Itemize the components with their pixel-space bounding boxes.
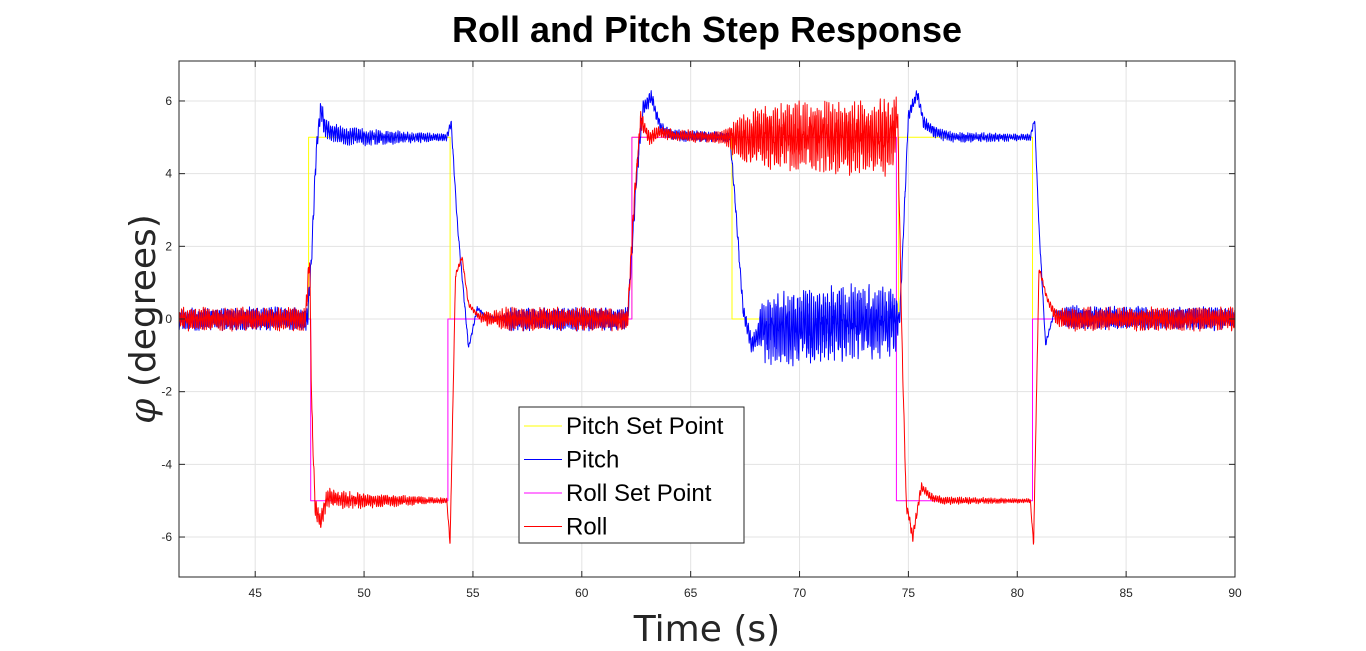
series-roll [178, 96, 1236, 545]
x-tick-label: 75 [902, 586, 916, 600]
y-tick-label: 6 [165, 94, 172, 108]
legend-label: Roll Set Point [566, 480, 712, 507]
x-tick-label: 45 [249, 586, 263, 600]
y-tick-label: -6 [161, 530, 172, 544]
y-tick-label: 2 [165, 239, 172, 253]
x-tick-label: 80 [1011, 586, 1025, 600]
y-axis-symbol: φ [123, 398, 164, 424]
legend: Pitch Set Point Pitch Roll Set Point Roll [518, 406, 745, 544]
y-axis-label: φ (degrees) [123, 214, 164, 424]
y-tick-label: 4 [165, 167, 172, 181]
legend-item-roll-set-point: Roll Set Point [524, 480, 712, 507]
legend-item-roll: Roll [524, 514, 607, 541]
x-tick-label: 50 [357, 586, 371, 600]
y-tick-label: 0 [165, 312, 172, 326]
x-tick-label: 90 [1228, 586, 1242, 600]
tick-labels: 45 50 55 60 65 70 75 80 85 90 -6 -4 -2 0 2 4 6 [161, 94, 1242, 600]
series-roll-set-point [179, 136, 1235, 502]
series-pitch [178, 90, 1236, 367]
x-tick-label: 55 [466, 586, 480, 600]
axes [178, 60, 1236, 578]
x-tick-label: 65 [684, 586, 698, 600]
chart-title: Roll and Pitch Step Response [452, 9, 962, 50]
axes-box [178, 60, 1236, 578]
series-layer [178, 90, 1236, 545]
x-tick-label: 85 [1119, 586, 1133, 600]
legend-label: Roll [566, 514, 607, 541]
y-axis-unit: (degrees) [123, 214, 164, 387]
legend-label: Pitch Set Point [566, 413, 724, 440]
legend-label: Pitch [566, 447, 619, 474]
legend-item-pitch: Pitch [524, 447, 619, 474]
x-axis-label: Time (s) [633, 609, 780, 650]
legend-item-pitch-set-point: Pitch Set Point [524, 413, 724, 440]
x-tick-label: 70 [793, 586, 807, 600]
legend-box [518, 406, 745, 544]
y-tick-label: -2 [161, 385, 172, 399]
y-tick-label: -4 [161, 457, 172, 471]
x-tick-label: 60 [575, 586, 589, 600]
